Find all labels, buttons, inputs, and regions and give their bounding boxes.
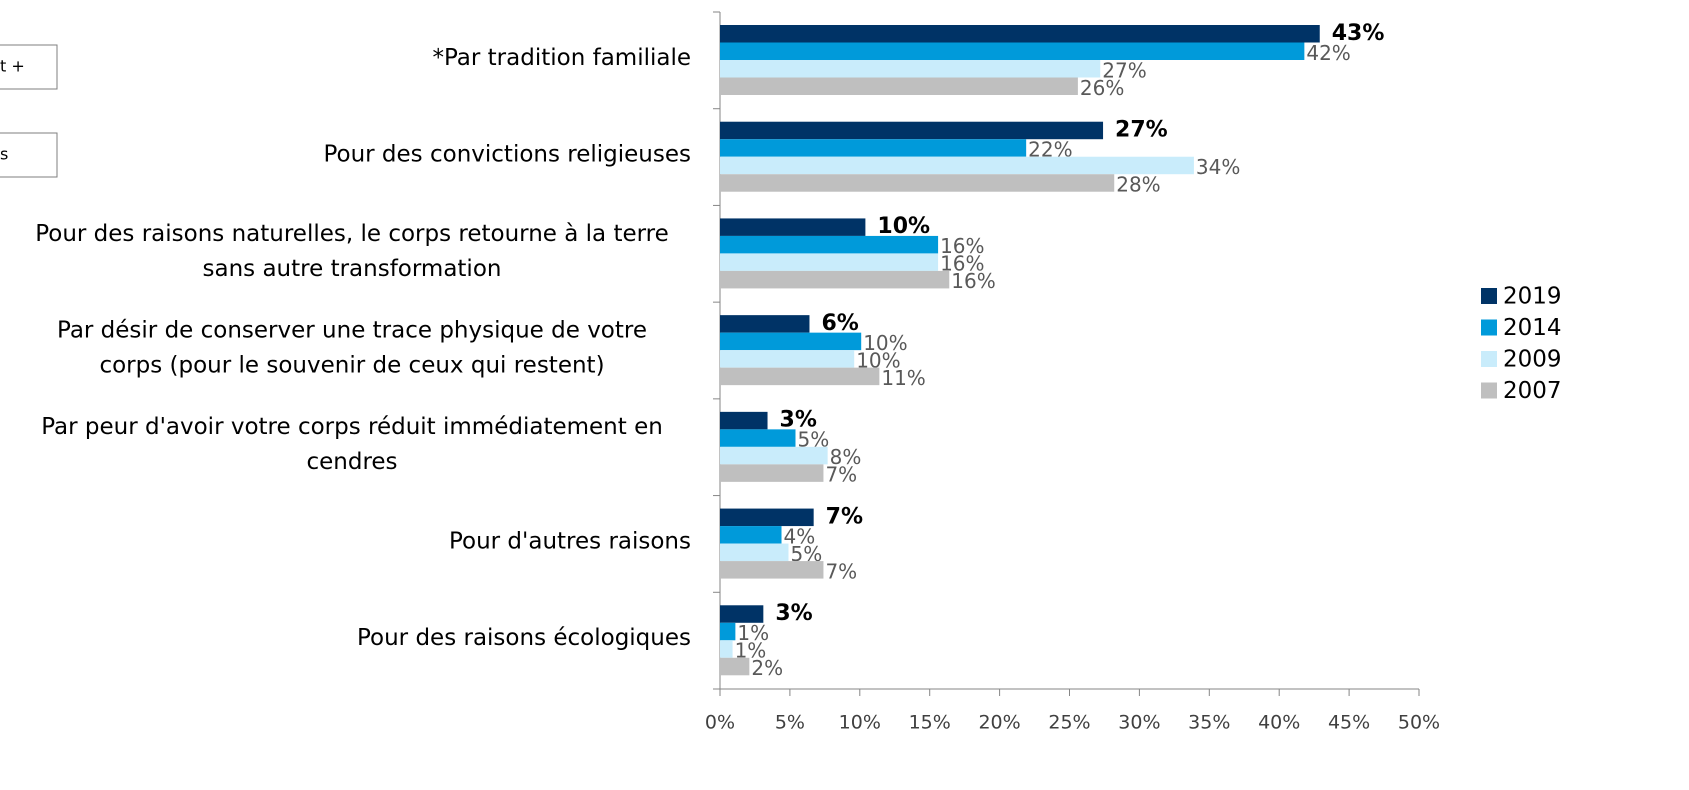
legend-swatch [1481,288,1497,304]
x-tick-label: 0% [705,712,735,734]
category-label: corps (pour le souvenir de ceux qui rest… [99,353,604,379]
value-label: 16% [940,234,984,258]
x-tick-label: 35% [1188,712,1230,734]
bar [720,25,1320,43]
x-tick-label: 5% [775,712,805,734]
value-label: 8% [830,445,862,469]
bar [720,367,880,386]
annotation: t + [0,57,25,76]
legend-label: 2019 [1503,284,1562,310]
value-label: 7% [826,504,863,529]
category-label: Par désir de conserver une trace physiqu… [57,318,647,344]
value-label: 7% [825,463,857,487]
value-label: 26% [1080,76,1124,100]
value-label: 7% [825,559,857,583]
x-tick-label: 40% [1258,712,1300,734]
value-label: 3% [780,408,817,433]
bar [720,411,768,430]
value-label: 3% [775,601,812,626]
x-tick-label: 25% [1048,712,1090,734]
annotation-box [0,132,58,178]
bar [720,332,862,351]
category-label: Pour des raisons écologiques [357,625,691,651]
x-tick-label: 10% [839,712,881,734]
bar [720,446,828,465]
value-label: 28% [1116,172,1160,196]
x-tick-label: 50% [1398,712,1440,734]
bar [720,139,1027,157]
bar [720,235,939,254]
bar [720,561,824,579]
x-tick-label: 15% [909,712,951,734]
category-label: Par peur d'avoir votre corps réduit immé… [41,414,663,440]
value-label: 2% [751,656,783,680]
bar [720,622,736,641]
value-label: 16% [951,269,995,293]
bar [720,350,855,368]
legend-swatch [1481,351,1497,367]
bar [720,174,1115,192]
legend-swatch [1481,382,1497,399]
legend-swatch [1481,319,1497,336]
bar [720,657,750,676]
bar [720,121,1104,140]
value-label: 11% [881,366,925,390]
value-label: 10% [877,214,930,239]
category-label: Pour d'autres raisons [449,528,691,554]
category-label: Pour des convictions religieuses [323,142,691,168]
bar [720,77,1078,95]
bar [720,315,810,333]
x-tick-label: 45% [1328,712,1370,734]
value-label: 10% [863,331,907,355]
bar [720,543,789,562]
value-label: 27% [1115,117,1168,142]
bar [720,270,950,289]
bar [720,60,1101,78]
category-label: *Par tradition familiale [432,45,691,71]
legend-label: 2007 [1503,378,1562,404]
x-tick-label: 20% [978,712,1020,734]
bar [720,253,939,271]
bar [720,640,733,658]
annotation-box [0,44,58,90]
bar [720,429,796,447]
bar [720,526,782,544]
x-tick-label: 30% [1118,712,1160,734]
value-label: 43% [1332,21,1385,46]
bar [720,42,1305,60]
category-label: sans autre transformation [203,256,502,282]
legend-label: 2009 [1503,347,1562,373]
bar [720,218,866,236]
category-label: cendres [306,449,397,475]
value-label: 34% [1196,155,1240,179]
bar [720,464,824,482]
value-label: 1% [737,621,769,645]
value-label: 42% [1306,41,1350,65]
value-label: 27% [1102,58,1146,82]
bar [720,508,814,527]
value-label: 4% [784,524,816,548]
category-label: Pour des raisons naturelles, le corps re… [35,221,669,247]
bar [720,605,764,623]
bar [720,156,1194,175]
value-label: 6% [821,311,858,336]
legend-label: 2014 [1503,315,1562,341]
annotation: s [0,145,8,164]
